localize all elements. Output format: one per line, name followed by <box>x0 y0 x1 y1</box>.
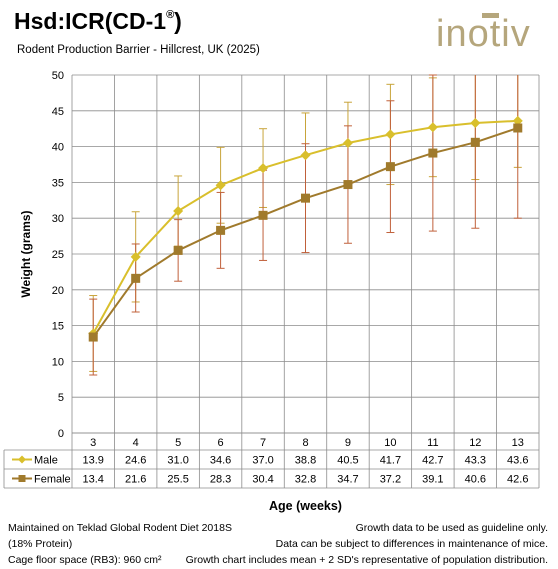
male-data-point <box>215 180 226 191</box>
female-legend-marker <box>18 475 26 482</box>
male-data-point <box>342 138 353 149</box>
male-legend-marker <box>18 455 26 464</box>
female-data-point <box>385 162 395 172</box>
y-tick-label: 30 <box>52 213 64 225</box>
male-data-point <box>173 206 184 217</box>
title-close: ) <box>174 8 182 34</box>
female-data-label: 32.8 <box>295 474 316 486</box>
y-tick-label: 35 <box>52 177 64 189</box>
page-subtitle: Rodent Production Barrier - Hillcrest, U… <box>17 44 260 56</box>
inotiv-logo: inotiv <box>436 13 531 54</box>
female-data-point <box>216 225 226 235</box>
y-tick-label: 25 <box>52 249 64 261</box>
male-data-point <box>130 251 141 262</box>
male-data-label: 31.0 <box>167 455 188 467</box>
male-data-point <box>258 163 269 174</box>
x-tick-label: 9 <box>345 437 351 449</box>
female-data-label: 37.2 <box>380 474 401 486</box>
male-data-label: 43.6 <box>507 455 528 467</box>
y-tick-label: 50 <box>52 70 64 82</box>
x-tick-label: 4 <box>133 437 139 449</box>
male-data-label: 24.6 <box>125 455 146 467</box>
female-data-point <box>470 137 480 147</box>
page-title: Hsd:ICR(CD-1®) <box>14 8 182 35</box>
female-data-point <box>428 148 438 158</box>
male-data-label: 34.6 <box>210 455 231 467</box>
female-legend-label: Female <box>34 474 71 486</box>
y-tick-label: 20 <box>52 285 64 297</box>
female-data-label: 40.6 <box>465 474 486 486</box>
y-tick-label: 15 <box>52 321 64 333</box>
female-data-point <box>131 273 141 283</box>
inotiv-logo-bar <box>482 13 499 18</box>
footer-guideline-note: Growth data to be used as guideline only… <box>355 522 548 534</box>
male-data-label: 41.7 <box>380 455 401 467</box>
inotiv-logo-text: inotiv <box>436 13 531 54</box>
footer-diet-note: Maintained on Teklad Global Rodent Diet … <box>8 522 232 534</box>
female-data-label: 25.5 <box>167 474 188 486</box>
x-tick-label: 7 <box>260 437 266 449</box>
x-tick-label: 6 <box>218 437 224 449</box>
female-data-label: 13.4 <box>83 474 104 486</box>
footer-cage-note: Cage floor space (RB3): 960 cm² <box>8 554 162 566</box>
female-data-label: 42.6 <box>507 474 528 486</box>
y-tick-label: 10 <box>52 356 64 368</box>
footer-maintenance-note: Data can be subject to differences in ma… <box>275 538 548 550</box>
x-tick-label: 13 <box>512 437 524 449</box>
y-axis-label: Weight (grams) <box>19 210 33 297</box>
y-tick-label: 40 <box>52 142 64 154</box>
female-data-label: 21.6 <box>125 474 146 486</box>
female-data-label: 30.4 <box>252 474 273 486</box>
female-data-point <box>258 210 268 220</box>
x-tick-label: 3 <box>90 437 96 449</box>
x-tick-label: 10 <box>384 437 396 449</box>
title-main: Hsd:ICR(CD-1 <box>14 8 167 34</box>
female-data-label: 28.3 <box>210 474 231 486</box>
female-data-point <box>88 332 98 342</box>
footer-sd-note: Growth chart includes mean + 2 SD's repr… <box>185 554 548 566</box>
female-data-point <box>301 193 310 203</box>
x-tick-label: 8 <box>302 437 308 449</box>
female-data-label: 34.7 <box>337 474 358 486</box>
x-tick-label: 5 <box>175 437 181 449</box>
female-data-point <box>343 180 353 190</box>
male-data-label: 40.5 <box>337 455 358 467</box>
female-data-point <box>173 245 183 255</box>
female-data-point <box>513 123 523 133</box>
male-data-point <box>385 129 396 140</box>
y-tick-label: 0 <box>58 428 64 440</box>
footer-notes-right: Growth data to be used as guideline only… <box>186 520 548 568</box>
y-tick-label: 5 <box>58 392 64 404</box>
male-data-point <box>470 117 481 128</box>
footer-notes-left: Maintained on Teklad Global Rodent Diet … <box>8 520 232 568</box>
x-axis-label: Age (weeks) <box>269 499 342 513</box>
female-data-label: 39.1 <box>422 474 443 486</box>
footer-protein-note: (18% Protein) <box>8 538 73 550</box>
y-tick-label: 45 <box>52 106 64 118</box>
male-data-point <box>512 115 523 126</box>
male-data-label: 13.9 <box>83 455 104 467</box>
male-legend-label: Male <box>34 455 58 467</box>
male-data-label: 42.7 <box>422 455 443 467</box>
male-data-label: 37.0 <box>252 455 273 467</box>
male-data-label: 43.3 <box>465 455 486 467</box>
x-tick-label: 11 <box>427 437 438 449</box>
x-tick-label: 12 <box>469 437 481 449</box>
male-data-point <box>427 122 438 133</box>
title-registered-mark: ® <box>166 9 175 22</box>
male-data-point <box>300 150 311 161</box>
male-data-label: 38.8 <box>295 455 316 467</box>
